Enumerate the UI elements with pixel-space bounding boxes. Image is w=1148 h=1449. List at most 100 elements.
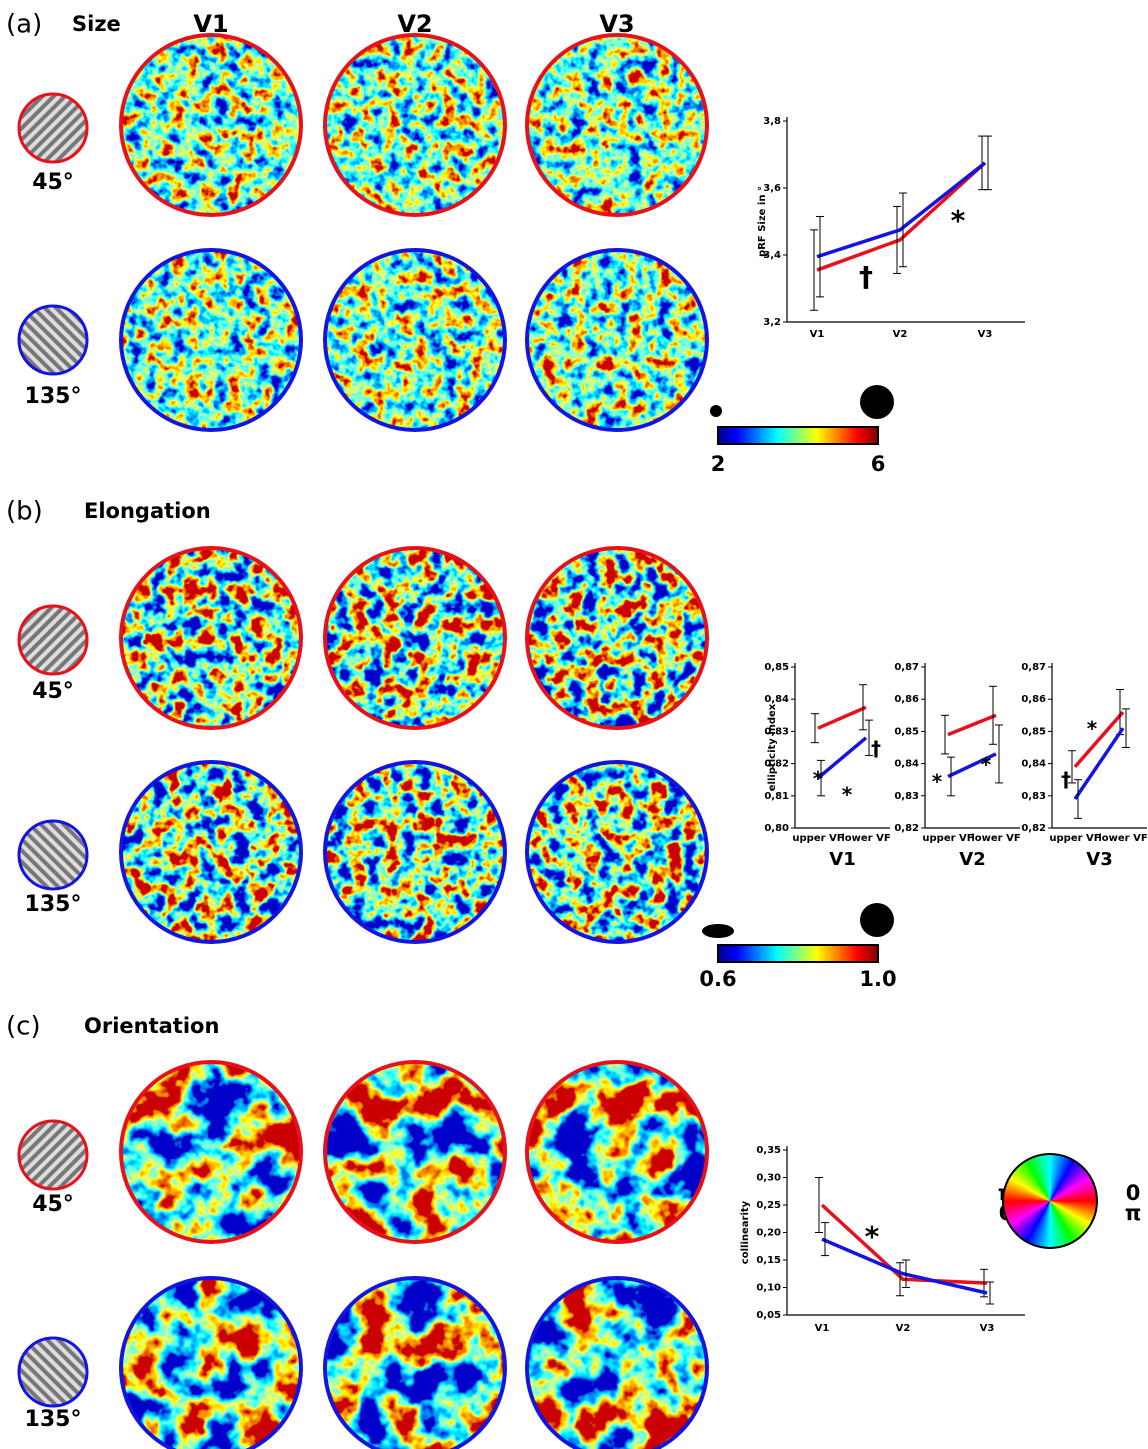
stimulus-label: 135° bbox=[25, 1407, 82, 1432]
x-tick-label: lower VF bbox=[1098, 833, 1147, 844]
chart-title: V1 bbox=[829, 849, 855, 870]
series-line bbox=[818, 707, 866, 728]
colorbar bbox=[718, 945, 878, 962]
significance-mark: * bbox=[865, 1220, 880, 1253]
significance-mark: * bbox=[842, 783, 853, 807]
colorbar-min: 0.6 bbox=[699, 967, 736, 991]
significance-mark: * bbox=[981, 753, 992, 777]
y-axis-label: ellipticity index bbox=[767, 703, 778, 791]
x-tick-label: upper VF bbox=[792, 833, 843, 844]
x-tick-label: upper VF bbox=[1049, 833, 1100, 844]
error-bar bbox=[984, 136, 992, 190]
error-bar bbox=[1122, 709, 1130, 748]
y-tick-label: 0,35 bbox=[756, 1145, 781, 1156]
stimulus-icon bbox=[19, 821, 87, 889]
y-tick-label: 0,05 bbox=[756, 1310, 781, 1321]
y-tick-label: 0,85 bbox=[1021, 726, 1046, 737]
x-tick-label: upper VF bbox=[922, 833, 973, 844]
y-tick-label: 0,84 bbox=[894, 759, 919, 770]
stimulus-label: 135° bbox=[25, 892, 82, 917]
x-tick-label: lower VF bbox=[841, 833, 890, 844]
error-bar bbox=[986, 1282, 994, 1304]
significance-mark: * bbox=[951, 204, 966, 237]
colorbar bbox=[718, 427, 878, 444]
y-tick-label: 0,87 bbox=[1021, 662, 1046, 673]
series-line bbox=[822, 1205, 987, 1283]
panel-title: Size bbox=[72, 12, 121, 36]
significance-mark: † bbox=[1061, 768, 1071, 792]
x-tick-label: V3 bbox=[978, 329, 993, 340]
x-tick-label: V1 bbox=[815, 1323, 830, 1334]
panel-label: (c) bbox=[6, 1012, 41, 1042]
y-tick-label: 0,82 bbox=[894, 823, 919, 834]
y-tick-label: 0,86 bbox=[1021, 694, 1046, 705]
series-line bbox=[822, 1239, 987, 1293]
wheel-label: π bbox=[1125, 1201, 1142, 1225]
series-line bbox=[948, 715, 996, 734]
y-tick-label: 0,82 bbox=[1021, 823, 1046, 834]
y-axis-label: pRF Size in ° bbox=[757, 186, 768, 257]
y-tick-label: 0,80 bbox=[764, 823, 789, 834]
stimulus-label: 135° bbox=[25, 384, 82, 409]
y-tick-label: 0,10 bbox=[756, 1283, 781, 1294]
cortical-map bbox=[119, 1276, 303, 1449]
y-tick-label: 0,84 bbox=[764, 694, 789, 705]
figure-svg: V1 V2 V3 (a) Size 45° 135° 2 6 (b) Elongation 45° 13… bbox=[0, 0, 1148, 1449]
y-axis-label: collinearity bbox=[740, 1200, 751, 1264]
stimulus-icon bbox=[19, 94, 87, 162]
large-rf bbox=[860, 385, 894, 419]
y-tick-label: 0,84 bbox=[1021, 759, 1046, 770]
error-bar bbox=[810, 230, 818, 310]
colorbar-min: 2 bbox=[711, 452, 726, 476]
cortical-map bbox=[323, 1276, 507, 1449]
colorbar-max: 6 bbox=[871, 452, 886, 476]
stimulus-label: 45° bbox=[32, 1192, 74, 1217]
error-bar bbox=[815, 1178, 823, 1233]
panel-title: Elongation bbox=[84, 499, 211, 523]
y-tick-label: 0,20 bbox=[756, 1228, 781, 1239]
stimulus-icon bbox=[19, 1121, 87, 1189]
stimulus-icon bbox=[19, 306, 87, 374]
significance-mark: † bbox=[859, 260, 873, 293]
x-tick-label: lower VF bbox=[971, 833, 1020, 844]
y-tick-label: 3,2 bbox=[763, 317, 781, 328]
stimulus-label: 45° bbox=[32, 679, 74, 704]
significance-mark: † bbox=[871, 737, 881, 761]
y-tick-label: 0,85 bbox=[894, 726, 919, 737]
large-rf bbox=[860, 903, 894, 937]
y-tick-label: 0,83 bbox=[894, 791, 919, 802]
stimulus-label: 45° bbox=[32, 170, 74, 195]
figure: V1 V2 V3 (a) Size 45° 135° 2 6 (b) Elongation 45° 13… bbox=[0, 0, 1148, 1449]
colorbar-max: 1.0 bbox=[859, 967, 896, 991]
significance-mark: * bbox=[813, 767, 824, 791]
y-tick-label: 0,81 bbox=[764, 791, 789, 802]
significance-mark: * bbox=[1087, 717, 1098, 741]
y-tick-label: 0,87 bbox=[894, 662, 919, 673]
chart-title: V2 bbox=[959, 849, 985, 870]
small-rf bbox=[710, 405, 722, 417]
chart-title: V3 bbox=[1086, 849, 1112, 870]
x-tick-label: V2 bbox=[893, 329, 908, 340]
orientation-wheel bbox=[1002, 1153, 1098, 1249]
error-bar bbox=[941, 715, 949, 754]
cortical-map bbox=[525, 1276, 709, 1449]
stimulus-icon bbox=[19, 1338, 87, 1406]
panel-label: (a) bbox=[6, 10, 42, 40]
error-bar bbox=[995, 725, 1003, 783]
y-tick-label: 0,15 bbox=[756, 1255, 781, 1266]
y-tick-label: 0,83 bbox=[1021, 791, 1046, 802]
y-tick-label: 0,30 bbox=[756, 1173, 781, 1184]
stimulus-icon bbox=[19, 606, 87, 674]
panel-title: Orientation bbox=[84, 1014, 219, 1038]
x-tick-label: V2 bbox=[896, 1323, 911, 1334]
elongated-rf bbox=[702, 924, 734, 938]
y-tick-label: 3,8 bbox=[763, 116, 781, 127]
error-bar bbox=[811, 714, 819, 743]
series-line bbox=[818, 738, 866, 778]
x-tick-label: V1 bbox=[810, 329, 825, 340]
y-tick-label: 0,86 bbox=[894, 694, 919, 705]
y-tick-label: 0,85 bbox=[764, 662, 789, 673]
panel-label: (b) bbox=[6, 497, 43, 527]
y-tick-label: 0,25 bbox=[756, 1200, 781, 1211]
significance-mark: * bbox=[932, 770, 943, 794]
